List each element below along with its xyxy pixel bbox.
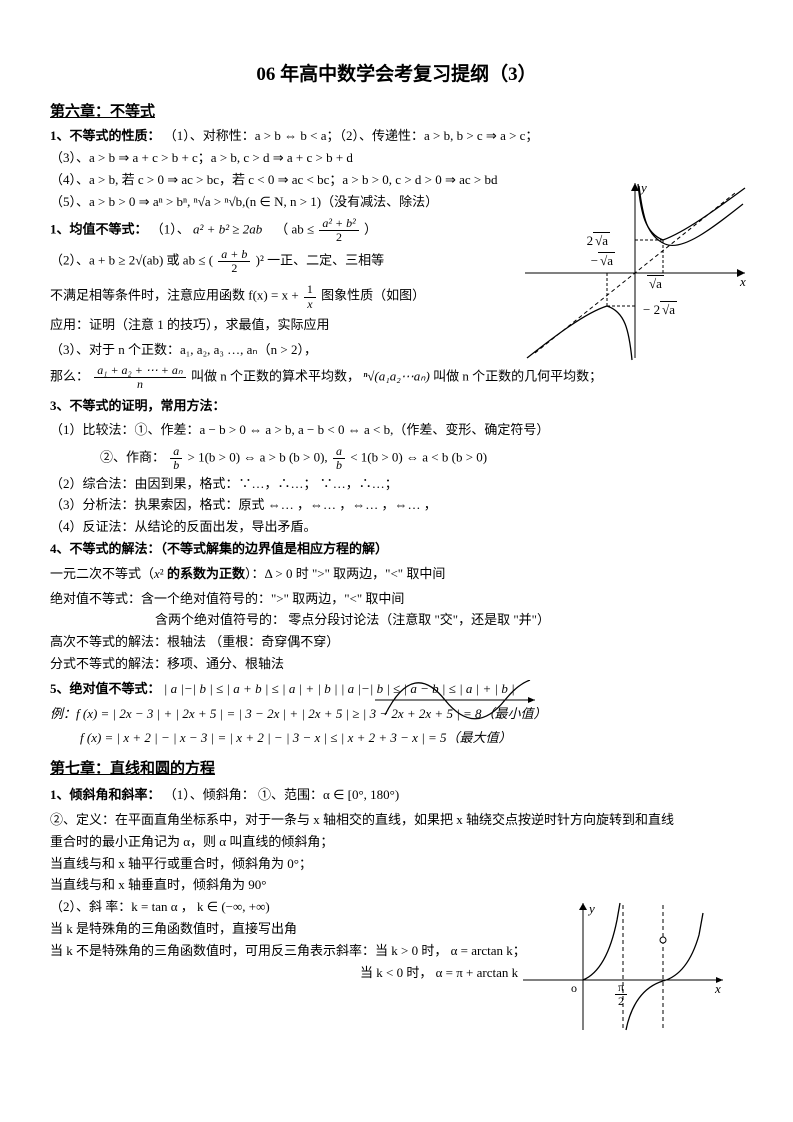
sec1-3: （3）、a > b ⇒ a + c > b + c；a > b, c > d ⇒… (50, 148, 743, 169)
solve-2: 绝对值不等式：含一个绝对值符号的：">" 取两边，"<" 取中间 (50, 589, 743, 610)
avg-1-lhs: （1）、 (151, 221, 190, 236)
solve-1: 一元二次不等式（x² 的系数为正数）：Δ > 0 时 ">" 取两边，"<" 取… (50, 564, 743, 585)
proof-2: （2）综合法：由因到果，格式：∵…，∴…； ∵…，∴…； (50, 474, 743, 495)
solve-head: 4、不等式的解法：（不等式解集的边界值是相应方程的解） (50, 539, 743, 560)
sec-prop: 1、不等式的性质： （1）、对称性：a > b ⇔ b < a；（2）、传递性：… (50, 126, 743, 147)
avg-1-end: ） (364, 221, 377, 236)
avg-formula: a² + b² ≥ 2ab (193, 221, 262, 236)
slope-2c: 当直线与和 x 轴平行或重合时，倾斜角为 0°； (50, 854, 743, 875)
frac-ab2: a + b 2 (216, 248, 252, 275)
proof-head: 3、不等式的证明，常用方法： (50, 396, 743, 417)
graph-hyperbola: y x 2√a −√a √a − 2√a (515, 178, 755, 363)
tan-graph: o y x π2 (513, 895, 733, 1035)
lbl-neg-sqrt-a: −√a (591, 251, 615, 272)
chapter-7-heading: 第七章：直线和圆的方程 (50, 757, 743, 781)
proof-1: （1）比较法：①、作差：a − b > 0 ⇔ a > b, a − b < 0… (50, 420, 743, 441)
frac-1x: 1 x (302, 283, 318, 310)
solve-4: 高次不等式的解法：根轴法 （重根：奇穿偶不穿） (50, 632, 743, 653)
lbl-neg2sqrt-a: − 2√a (643, 300, 677, 321)
lbl-sqrt-a: √a (647, 274, 664, 295)
root-axis-graph (370, 680, 540, 720)
lbl-2sqrt-a: 2√a (587, 231, 610, 252)
frac-ab-1: a b (168, 445, 184, 472)
frac-sum-n: a₁ + a₂ + ⋯ + aₙ n (92, 364, 187, 391)
chapter-6-heading: 第六章：不等式 (50, 100, 743, 124)
avg-head: 1、均值不等式： (50, 221, 148, 236)
slope-2b: 重合时的最小正角记为 α，则 α 叫直线的倾斜角； (50, 832, 743, 853)
sec1-head: 1、不等式的性质： (50, 128, 161, 143)
page: 06 年高中数学会考复习提纲（3） 第六章：不等式 1、不等式的性质： （1）、… (0, 0, 793, 1122)
doc-title: 06 年高中数学会考复习提纲（3） (50, 60, 743, 90)
frac-a2b2: a² + b² 2 (317, 217, 360, 244)
proof-1b: ②、作商： a b > 1(b > 0) ⇔ a > b (b > 0), a … (50, 445, 743, 472)
ex-2: f (x) = | x + 2 | − | x − 3 | = | x + 2 … (50, 728, 743, 749)
x-label: x (739, 274, 746, 289)
hyperbola-svg: y x (515, 178, 755, 363)
slope-head: 1、倾斜角和斜率： (50, 787, 161, 802)
avg-2: （2）、a + b ≥ 2√(ab) 或 ab ≤ ( (50, 253, 213, 268)
avg-then: 那么： a₁ + a₂ + ⋯ + aₙ n 叫做 n 个正数的算术平均数， ⁿ… (50, 364, 743, 391)
solve-5: 分式不等式的解法：移项、通分、根轴法 (50, 654, 743, 675)
wave-svg (370, 680, 540, 720)
avg-1-tail: （ ab ≤ (275, 221, 317, 236)
proof-3: （3）分析法：执果索因，格式：原式 ⇔… ，⇔… ，⇔… ，⇔… ， (50, 495, 743, 516)
y-axis-label: y (587, 901, 595, 916)
geo-mean: ⁿ√(a₁a₂⋯aₙ) (363, 369, 430, 384)
y-label: y (639, 180, 647, 195)
sec1-1: （1）、对称性：a > b ⇔ b < a；（2）、传递性：a > b, b >… (164, 128, 539, 143)
slope-2: ②、定义：在平面直角坐标系中，对于一条与 x 轴相交的直线，如果把 x 轴绕交点… (50, 810, 743, 831)
tan-svg: o y x (513, 895, 733, 1035)
avg-2-tail: )² 一正、二定、三相等 (256, 253, 384, 268)
slope-2d: 当直线与和 x 轴垂直时，倾斜角为 90° (50, 875, 743, 896)
proof-4: （4）反证法：从结论的反面出发，导出矛盾。 (50, 517, 743, 538)
frac-ab-2: a b (331, 445, 347, 472)
origin-label: o (571, 981, 577, 995)
solve-3: 含两个绝对值符号的： 零点分段讨论法（注意取 "交"，还是取 "并"） (50, 610, 743, 631)
slope-1: （1）、倾斜角： ①、范围：α ∈ [0°, 180°) (164, 787, 399, 802)
slope-line: 1、倾斜角和斜率： （1）、倾斜角： ①、范围：α ∈ [0°, 180°) (50, 785, 743, 806)
x-axis-label: x (714, 981, 721, 996)
abs-head: 5、绝对值不等式： (50, 681, 161, 696)
pi-over-2: π2 (613, 981, 629, 1008)
